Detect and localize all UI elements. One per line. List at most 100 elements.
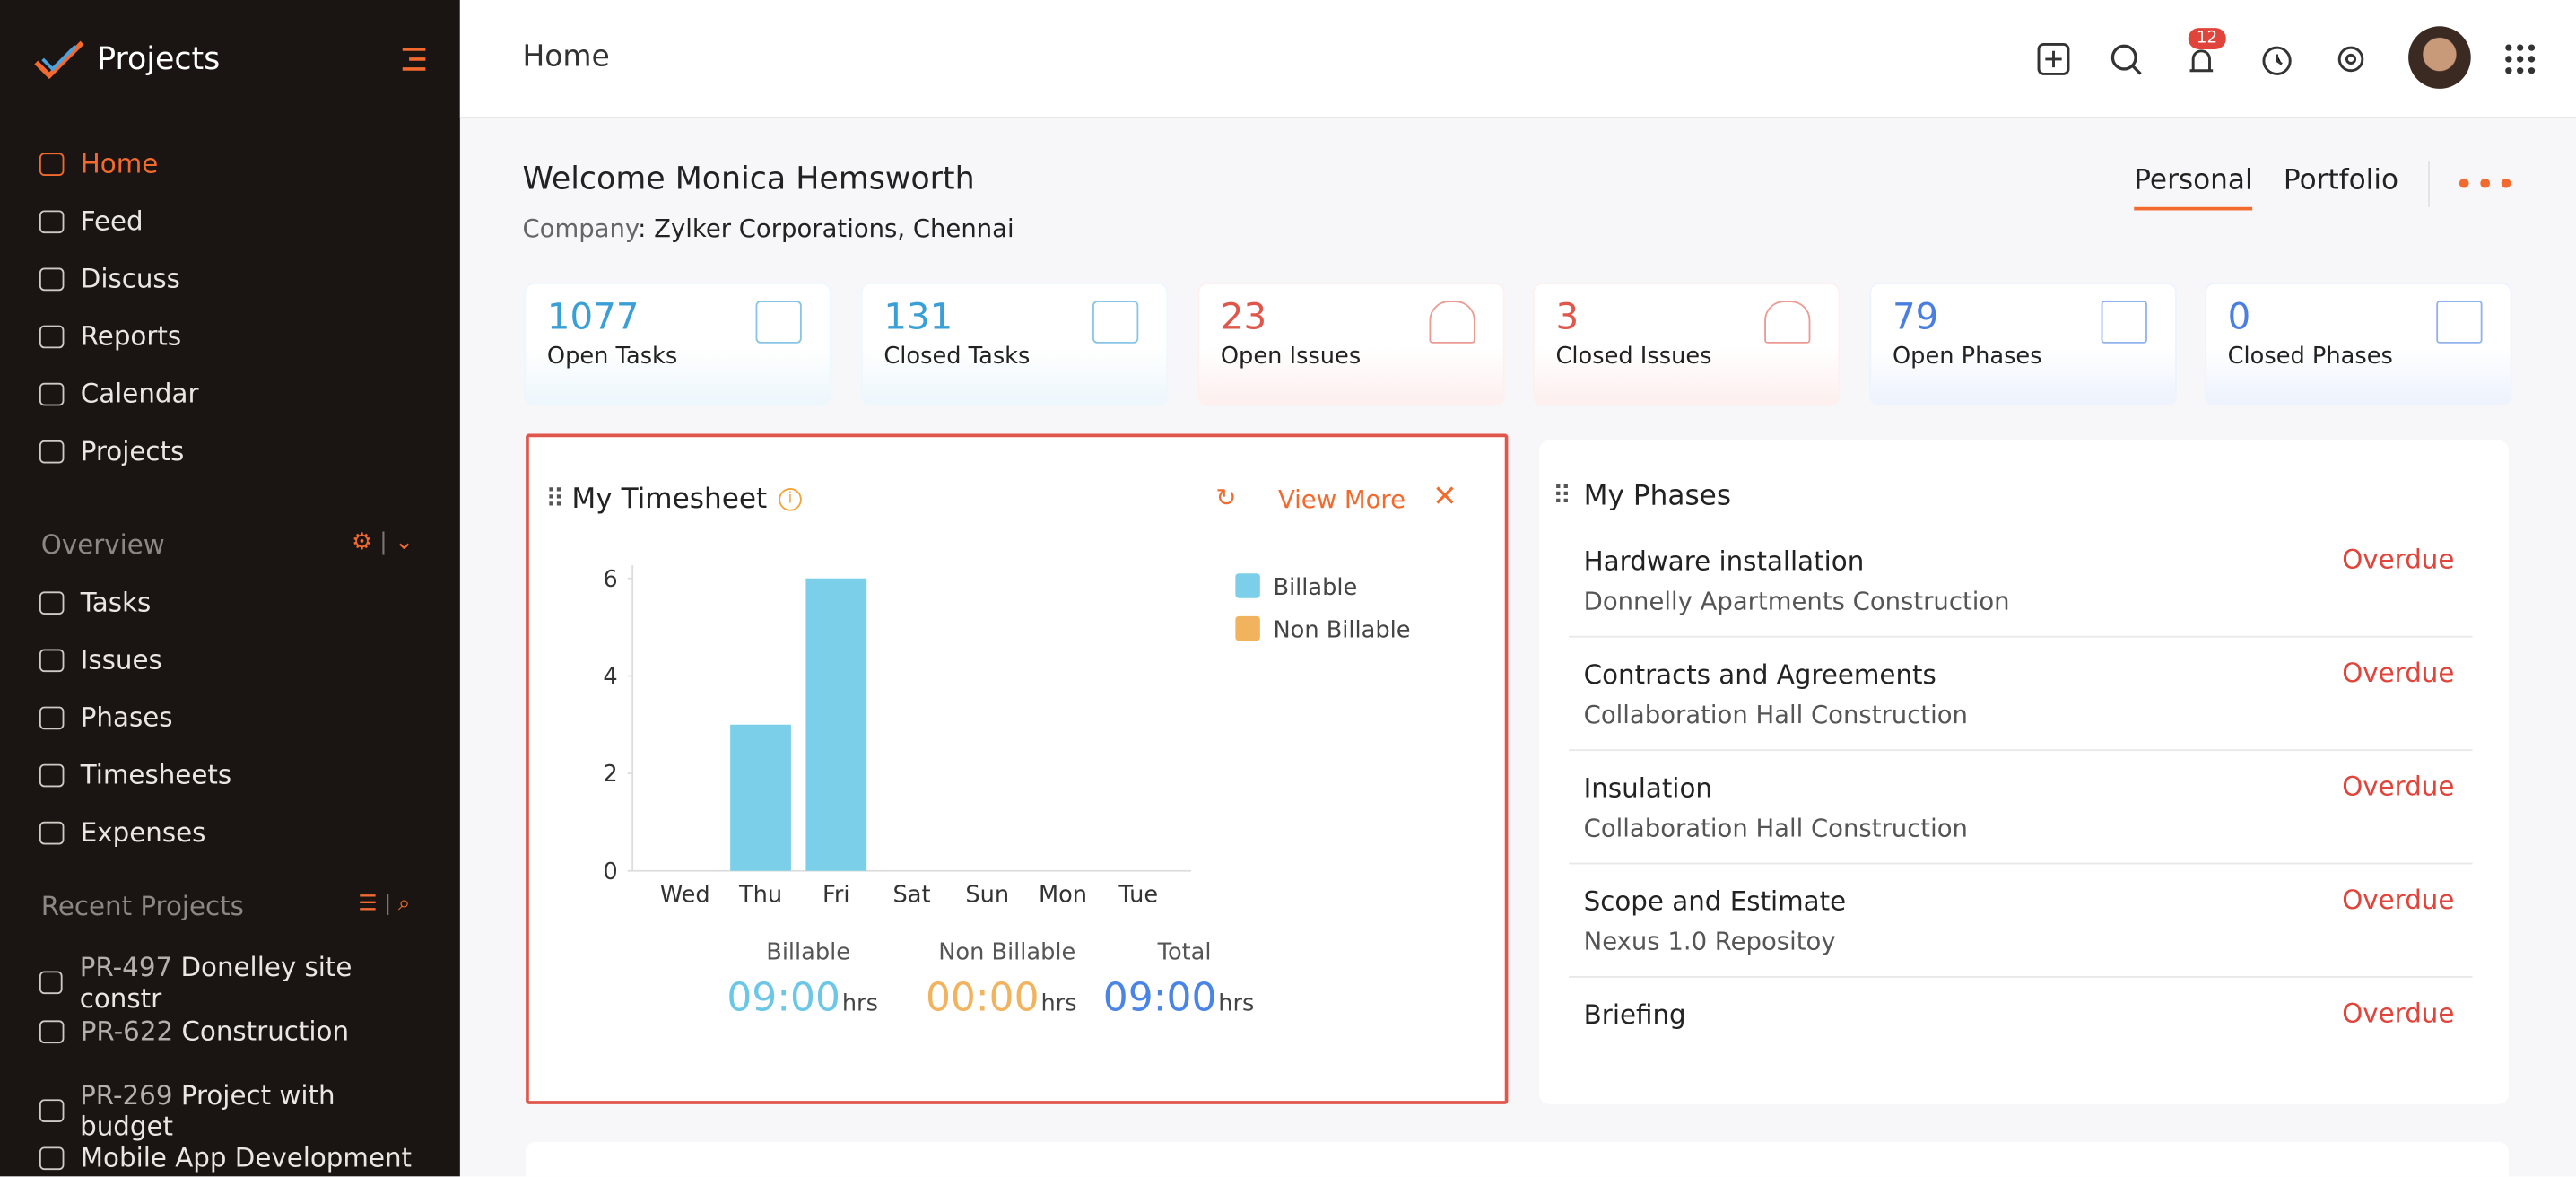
stat-icon	[755, 301, 802, 344]
recent-project[interactable]: PR-497 Donelley site constr	[39, 951, 427, 1014]
separator	[1569, 635, 2473, 638]
nav-item[interactable]: Discuss	[39, 263, 180, 294]
stat-value: 3	[1555, 297, 1580, 339]
phase-status: Overdue	[2342, 657, 2455, 689]
drag-handle[interactable]: ⠿	[1552, 479, 1572, 511]
stat-icon	[1764, 301, 1811, 344]
nav-icon	[39, 439, 65, 463]
project-text: PR-269 Project with budget	[80, 1079, 427, 1142]
stat-value: 23	[1220, 297, 1267, 339]
stat-card[interactable]: 1077 Open Tasks	[524, 283, 831, 406]
recent-project[interactable]: PR-622 Construction	[39, 1016, 427, 1047]
project-icon	[39, 1019, 65, 1043]
nav-item[interactable]: Reports	[39, 320, 181, 352]
nav-item[interactable]: Expenses	[39, 816, 205, 848]
close[interactable]: ✕	[1432, 479, 1458, 515]
menu-toggle[interactable]	[399, 46, 429, 72]
stat-card[interactable]: 0 Closed Phases	[2205, 283, 2512, 406]
legend-swatch	[1235, 573, 1260, 598]
tab-active[interactable]: Personal	[2134, 164, 2253, 211]
nav-icon	[39, 324, 65, 348]
stat-card[interactable]: 131 Closed Tasks	[860, 283, 1169, 406]
timesheet-chart: 0 2 4 6 Wed Thu Fri Sat Sun Mon Tue Billable Non Bil…	[603, 565, 1411, 1020]
legend-swatch	[1235, 615, 1260, 641]
phase-name[interactable]: Contracts and Agreements	[1583, 658, 1936, 691]
phase-name[interactable]: Insulation	[1583, 772, 1712, 804]
toolbar[interactable]	[2034, 39, 2494, 83]
nav-label: Calendar	[80, 378, 199, 410]
top-bar: Home 12	[459, 0, 2576, 118]
stat-card[interactable]: 3 Closed Issues	[1532, 283, 1841, 406]
sidebar: Projects Home Feed Discuss Reports Calendar P…	[0, 0, 460, 1177]
nav-icon	[39, 266, 65, 291]
stat-icon	[1429, 301, 1475, 344]
avatar[interactable]	[2408, 26, 2471, 89]
tab[interactable]: Portfolio	[2283, 164, 2399, 197]
y-tick-label: 6	[603, 566, 617, 593]
nav-label: Feed	[80, 205, 144, 237]
x-tick-label: Mon	[1039, 882, 1087, 909]
app-name: Projects	[97, 40, 221, 78]
x-tick-label: Thu	[738, 882, 782, 909]
info-icon[interactable]: i	[779, 487, 802, 511]
stat-icon	[2436, 301, 2483, 344]
project-name: Mobile App Development	[80, 1141, 413, 1173]
phase-list: Hardware installation Donnelly Apartments…	[1539, 440, 2509, 1051]
apps-grid[interactable]	[2503, 43, 2537, 76]
separator	[1569, 749, 2473, 752]
nav-label: Discuss	[80, 263, 180, 294]
nav-icon	[39, 152, 65, 176]
refresh[interactable]: ↻	[1215, 483, 1237, 513]
nav-item[interactable]: Issues	[39, 644, 162, 676]
nav-item[interactable]: Projects	[39, 435, 184, 466]
project-id: PR-497	[79, 951, 173, 983]
nav-icon	[39, 209, 65, 233]
phases-card: ⠿ My Phases Hardware installation Donnell…	[1539, 440, 2509, 1104]
welcome-title: Welcome Monica Hemsworth	[522, 161, 975, 197]
stat-card[interactable]: 79 Open Phases	[1869, 283, 2177, 406]
nav-item[interactable]: Calendar	[39, 378, 199, 409]
nav-item[interactable]: Home	[39, 148, 158, 179]
nav-label: Expenses	[80, 816, 206, 849]
nav-item[interactable]: Tasks	[39, 587, 151, 618]
recent-project[interactable]: PR-269 Project with budget	[39, 1079, 427, 1142]
summary-label: Non Billable	[938, 939, 1075, 966]
summary-value: 09:00	[1103, 974, 1217, 1020]
more-options[interactable]: •••	[2454, 164, 2518, 205]
next-card	[526, 1141, 2509, 1177]
project-id: PR-269	[80, 1079, 173, 1112]
summary-label: Billable	[766, 939, 850, 966]
phase-name[interactable]: Scope and Estimate	[1583, 885, 1847, 918]
stat-value: 79	[1893, 297, 1939, 339]
project-text: Mobile App Development	[81, 1142, 412, 1173]
notification-badge: 12	[2188, 28, 2226, 49]
recent-project[interactable]: Mobile App Development	[39, 1142, 427, 1173]
nav-icon	[39, 763, 65, 787]
card-title: My Phases	[1583, 479, 1732, 513]
view-more[interactable]: View More	[1277, 484, 1406, 515]
project-name: Project with budget	[80, 1079, 335, 1142]
nav-item[interactable]: Feed	[39, 205, 144, 237]
project-name: Donelley site constr	[79, 951, 352, 1015]
nav-item[interactable]: Timesheets	[39, 759, 231, 790]
project-name: Construction	[181, 1015, 350, 1047]
y-tick-label: 4	[603, 664, 617, 691]
project-icon	[39, 1146, 65, 1170]
stat-value: 0	[2227, 297, 2251, 339]
nav-icon	[39, 590, 65, 615]
nav-item[interactable]: Phases	[39, 702, 173, 733]
logo	[34, 40, 84, 80]
recent-tools[interactable]: ☰ | ⌕	[358, 892, 411, 918]
stat-card[interactable]: 23 Open Issues	[1197, 283, 1505, 406]
drag-handle[interactable]: ⠿	[545, 483, 565, 515]
overview-settings[interactable]: ⚙ | ⌄	[351, 528, 414, 556]
stat-value: 131	[883, 297, 953, 339]
summary-value: 09:00	[727, 974, 840, 1020]
phase-name[interactable]: Briefing	[1583, 998, 1686, 1031]
phase-name[interactable]: Hardware installation	[1583, 545, 1865, 577]
y-tick-label: 2	[603, 761, 617, 788]
company-name: Zylker Corporations, Chennai	[654, 214, 1014, 244]
stat-label: Open Tasks	[546, 343, 678, 371]
